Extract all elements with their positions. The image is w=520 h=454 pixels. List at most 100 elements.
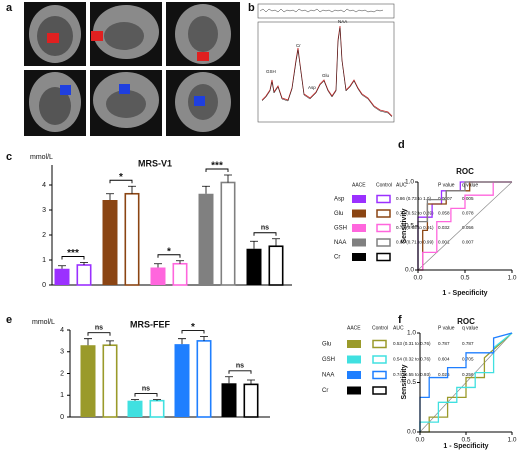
y-tick-label: 3: [60, 349, 64, 356]
table-cell: 0.604: [438, 357, 450, 362]
table-cell: 0.85 (0.71 to 0.99): [396, 240, 434, 245]
error-bar: [247, 379, 255, 385]
significance-bracket: [205, 168, 229, 172]
panel-label: f: [398, 314, 402, 326]
x-tick-label: 0.0: [413, 275, 422, 282]
bar: [243, 383, 259, 418]
table-row-label: Glu: [322, 342, 331, 348]
y-tick-label: 0.5: [405, 223, 414, 230]
table-row-label: Asp: [334, 197, 345, 203]
table-row-label: Glu: [334, 211, 343, 217]
table-row-label: Cr: [334, 255, 340, 261]
legend-swatch: [376, 194, 391, 204]
bar: [124, 192, 140, 286]
y-axis-label: mmol/L: [30, 154, 53, 161]
error-bar: [272, 238, 280, 247]
table-row-label: GSH: [334, 226, 347, 232]
table-header: P value: [438, 325, 455, 331]
bar: [246, 248, 262, 285]
y-axis-label: Sensitivity: [401, 364, 408, 399]
significance-bracket: [228, 370, 252, 374]
legend-swatch: [352, 253, 366, 261]
panel-label: b: [248, 2, 255, 14]
y-tick-label: 1.0: [407, 330, 416, 337]
bar: [198, 193, 214, 285]
table-cell: 0.007: [462, 240, 474, 245]
error-bar: [202, 185, 210, 194]
peak-label: NAA: [338, 19, 347, 24]
table-header: AUC: [396, 182, 407, 188]
reference-line: [417, 181, 513, 271]
legend-swatch: [347, 355, 361, 364]
table-cell: 0.032: [438, 225, 450, 230]
legend-swatch: [372, 386, 387, 395]
y-tick-label: 0: [60, 414, 64, 421]
error-bar: [250, 240, 258, 249]
bar: [172, 262, 188, 286]
legend-swatch: [347, 371, 361, 379]
significance-bracket: [157, 254, 181, 258]
table-cell: 0.70 (0.52 to 0.89): [396, 211, 434, 216]
table-cell: 0.705: [462, 357, 474, 362]
error-bar: [106, 193, 114, 200]
significance-label: ***: [211, 161, 223, 172]
table-cell: 0.0007: [438, 196, 452, 201]
legend-swatch: [352, 238, 366, 247]
table-cell: 0.078: [462, 211, 474, 216]
peak-label: GSH: [266, 69, 276, 74]
chart-title: ROC: [457, 317, 475, 326]
panel-label: c: [6, 151, 12, 163]
table-header: Control: [372, 325, 388, 331]
legend-swatch: [376, 238, 391, 247]
chart-title: MRS-V1: [138, 158, 172, 168]
significance-bracket: [181, 330, 205, 334]
table-cell: 0.058: [438, 211, 450, 216]
table-cell: 0.53 (0.31 to 0.76): [393, 341, 431, 346]
bar: [127, 400, 143, 417]
x-axis-label: 1 - Specificity: [443, 443, 488, 450]
significance-label: ns: [261, 225, 269, 232]
y-tick-label: 4: [42, 182, 46, 189]
roc-curve: [419, 332, 513, 432]
x-tick-label: 0.5: [460, 275, 469, 282]
legend-swatch: [347, 340, 361, 348]
y-tick-label: 0.5: [407, 379, 416, 386]
legend-swatch: [372, 370, 387, 380]
significance-label: ns: [236, 363, 244, 370]
error-bar: [154, 263, 162, 268]
bar: [268, 245, 284, 286]
significance-label: ns: [142, 385, 150, 392]
y-tick-label: 1.0: [405, 179, 414, 186]
legend-swatch: [352, 195, 366, 203]
y-axis-label: Sensitivity: [401, 208, 408, 243]
legend-swatch: [347, 386, 361, 395]
y-tick-label: 4: [60, 327, 64, 334]
table-header: P value: [438, 182, 455, 188]
error-bar: [58, 265, 66, 269]
bar: [196, 340, 212, 418]
y-tick-label: 0: [42, 282, 46, 289]
significance-bracket: [61, 256, 85, 260]
significance-label: ns: [95, 325, 103, 332]
y-tick-label: 2: [42, 232, 46, 239]
table-header: AACE: [352, 182, 366, 188]
table-cell: 0.86 (0.73 to 1.0): [396, 196, 431, 201]
bar: [102, 344, 118, 418]
peak-label: Glu: [322, 73, 330, 78]
table-cell: 0.026: [438, 372, 450, 377]
table-cell: 0.056: [462, 225, 474, 230]
panel-label: a: [6, 2, 13, 14]
table-header: AACE: [347, 325, 361, 331]
significance-bracket: [109, 179, 133, 184]
table-row-label: NAA: [334, 240, 346, 246]
bar: [149, 399, 165, 418]
table-cell: 0.787: [438, 341, 450, 346]
table-row-label: GSH: [322, 357, 335, 363]
error-bar: [131, 399, 139, 401]
significance-label: *: [119, 172, 123, 183]
significance-label: ***: [67, 248, 79, 259]
significance-label: *: [191, 322, 195, 333]
table-cell: 0.73 (0.55 to 0.91): [396, 225, 434, 230]
table-header: q value: [462, 325, 478, 331]
